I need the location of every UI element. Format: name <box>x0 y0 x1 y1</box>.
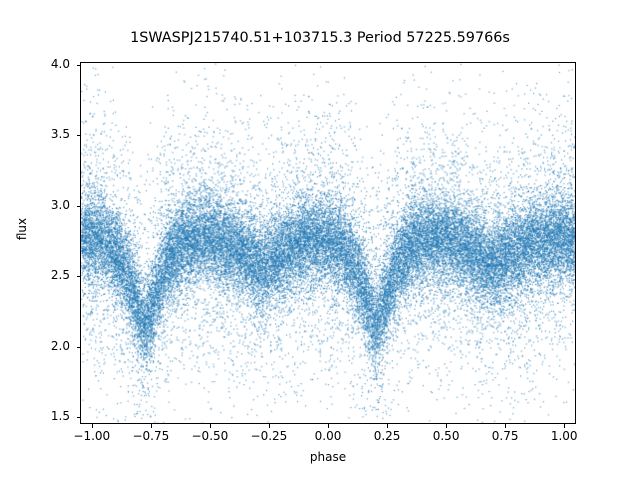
x-tick-label: 1.00 <box>550 429 578 443</box>
x-tick-label: 0.25 <box>373 429 401 443</box>
x-tick-label: 0.00 <box>314 429 342 443</box>
y-tick-label: 3.5 <box>50 127 70 142</box>
x-tick-mark <box>150 424 152 428</box>
y-tick-mark <box>76 346 80 348</box>
scatter-data-layer <box>81 63 575 423</box>
y-tick-label: 2.0 <box>50 338 70 353</box>
y-tick-label: 4.0 <box>50 56 70 71</box>
x-tick-mark <box>564 424 566 428</box>
x-tick-mark <box>387 424 389 428</box>
y-tick-label: 1.5 <box>50 408 70 423</box>
y-tick-label: 3.0 <box>50 197 70 212</box>
x-tick-mark <box>446 424 448 428</box>
x-tick-label: −0.25 <box>250 429 288 443</box>
x-tick-mark <box>91 424 93 428</box>
x-tick-label: −0.75 <box>132 429 170 443</box>
y-tick-mark <box>76 276 80 278</box>
x-axis-label: phase <box>309 450 347 464</box>
x-tick-label: 0.75 <box>491 429 519 443</box>
plot-axes-area <box>80 62 576 424</box>
y-tick-mark <box>76 64 80 66</box>
x-tick-mark <box>505 424 507 428</box>
x-tick-mark <box>268 424 270 428</box>
x-tick-label: −0.50 <box>191 429 229 443</box>
y-axis-label: flux <box>15 217 29 241</box>
y-tick-mark <box>76 416 80 418</box>
y-tick-label: 2.5 <box>50 268 70 283</box>
x-tick-label: 0.50 <box>432 429 460 443</box>
x-tick-mark <box>328 424 329 428</box>
x-tick-mark <box>209 424 211 428</box>
y-tick-mark <box>76 205 80 207</box>
x-tick-label: −1.00 <box>73 429 111 443</box>
plot-title: 1SWASPJ215740.51+103715.3 Period 57225.5… <box>130 30 510 46</box>
y-tick-mark <box>76 135 80 137</box>
